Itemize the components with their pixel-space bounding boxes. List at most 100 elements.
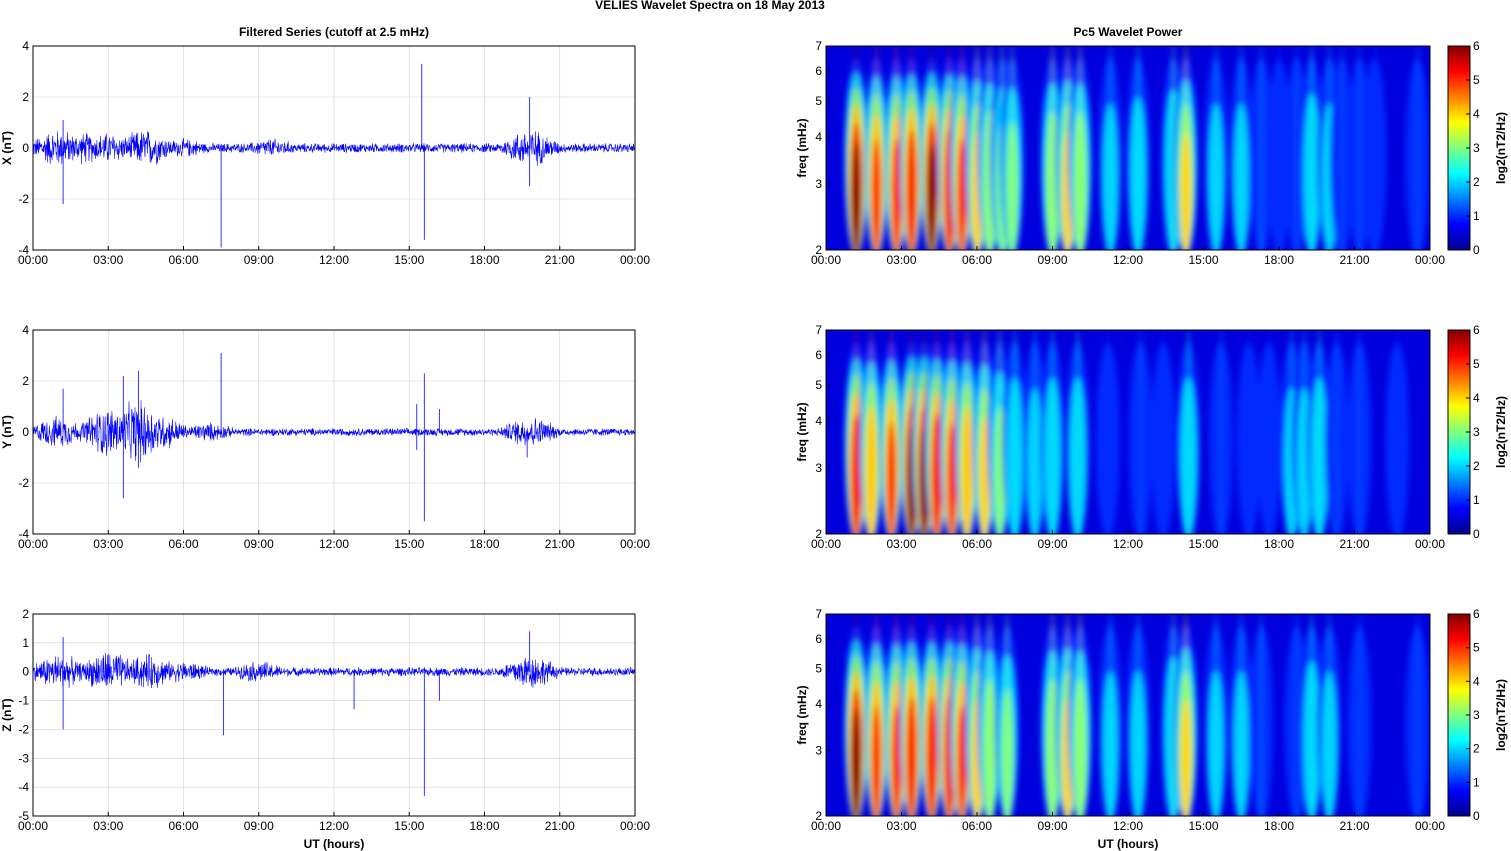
colorbar-tick-label: 3 xyxy=(1473,141,1480,155)
right-xtick-label: 18:00 xyxy=(1264,819,1294,833)
left-xtick-label: 00:00 xyxy=(18,537,48,551)
colorbar-tick-label: 3 xyxy=(1473,425,1480,439)
right-xtick-label: 00:00 xyxy=(811,537,841,551)
right-xtick-label: 12:00 xyxy=(1113,253,1143,267)
freq-tick-label: 5 xyxy=(815,378,822,392)
right-xtick-label: 21:00 xyxy=(1339,819,1369,833)
freq-tick-label: 3 xyxy=(815,744,822,758)
right-xtick-label: 12:00 xyxy=(1113,819,1143,833)
right-xtick-label: 18:00 xyxy=(1264,537,1294,551)
right-xtick-label: 00:00 xyxy=(1415,819,1445,833)
right-xtick-label: 06:00 xyxy=(962,253,992,267)
ytick-label: -2 xyxy=(18,476,29,490)
left-xtick-label: 00:00 xyxy=(620,819,650,833)
ytick-label: 0 xyxy=(22,141,29,155)
ytick-label: -4 xyxy=(18,527,29,541)
left-xtick-label: 09:00 xyxy=(244,537,274,551)
left-xtick-label: 18:00 xyxy=(469,253,499,267)
right-xtick-label: 21:00 xyxy=(1339,253,1369,267)
colorbar-tick-label: 4 xyxy=(1473,107,1480,121)
freq-tick-label: 6 xyxy=(815,632,822,646)
y-axis-label: Z (nT) xyxy=(0,698,14,731)
freq-tick-label: 6 xyxy=(815,64,822,78)
right-xtick-label: 06:00 xyxy=(962,537,992,551)
signal-trace xyxy=(32,400,636,463)
colorbar-label: log2(nT2/Hz) xyxy=(1494,396,1508,468)
left-xtick-label: 21:00 xyxy=(545,819,575,833)
right-xtick-label: 00:00 xyxy=(811,253,841,267)
ytick-label: 4 xyxy=(22,323,29,337)
right-xtick-label: 18:00 xyxy=(1264,253,1294,267)
right-xtick-label: 15:00 xyxy=(1188,253,1218,267)
right-xtick-label: 03:00 xyxy=(886,537,916,551)
freq-tick-label: 2 xyxy=(815,243,822,257)
left-xtick-label: 15:00 xyxy=(394,537,424,551)
left-xtick-label: 06:00 xyxy=(168,253,198,267)
ytick-label: 1 xyxy=(22,636,29,650)
colorbar-tick-label: 2 xyxy=(1473,742,1480,756)
left-xtick-label: 09:00 xyxy=(244,819,274,833)
right-xtick-label: 03:00 xyxy=(886,253,916,267)
left-xtick-label: 03:00 xyxy=(93,253,123,267)
freq-tick-label: 4 xyxy=(815,130,822,144)
left-xtick-label: 09:00 xyxy=(244,253,274,267)
freq-axis-label: freq (mHz) xyxy=(795,118,809,177)
colorbar-tick-label: 1 xyxy=(1473,775,1480,789)
left-xtick-label: 12:00 xyxy=(319,253,349,267)
ytick-label: -5 xyxy=(18,809,29,823)
left-xtick-label: 12:00 xyxy=(319,537,349,551)
ytick-label: -2 xyxy=(18,722,29,736)
left-xtick-label: 00:00 xyxy=(18,253,48,267)
left-xtick-label: 03:00 xyxy=(93,537,123,551)
ytick-label: -1 xyxy=(18,694,29,708)
colorbar-tick-label: 5 xyxy=(1473,641,1480,655)
ytick-label: 2 xyxy=(22,374,29,388)
freq-tick-label: 2 xyxy=(815,527,822,541)
left-xtick-label: 15:00 xyxy=(394,819,424,833)
colorbar-tick-label: 4 xyxy=(1473,391,1480,405)
colorbar-tick-label: 0 xyxy=(1473,243,1480,257)
colorbar-tick-label: 2 xyxy=(1473,175,1480,189)
right-xtick-label: 00:00 xyxy=(811,819,841,833)
colorbar-tick-label: 1 xyxy=(1473,493,1480,507)
colorbar-tick-label: 5 xyxy=(1473,73,1480,87)
left-xtick-label: 06:00 xyxy=(168,537,198,551)
ytick-label: 2 xyxy=(22,607,29,621)
left-xtick-label: 21:00 xyxy=(545,253,575,267)
freq-tick-label: 7 xyxy=(815,607,822,621)
right-xtick-label: 21:00 xyxy=(1339,537,1369,551)
ytick-label: -4 xyxy=(18,780,29,794)
left-xtick-label: 00:00 xyxy=(620,253,650,267)
colorbar-tick-label: 0 xyxy=(1473,527,1480,541)
heatmap-blobs xyxy=(844,330,1410,534)
right-xtick-label: 15:00 xyxy=(1188,819,1218,833)
ytick-label: -3 xyxy=(18,751,29,765)
right-xtick-label: 06:00 xyxy=(962,819,992,833)
right-xtick-label: 09:00 xyxy=(1037,253,1067,267)
heatmap-blobs xyxy=(844,614,1430,816)
x-axis-label-right: UT (hours) xyxy=(1098,837,1159,851)
ytick-label: 2 xyxy=(22,90,29,104)
freq-tick-label: 7 xyxy=(815,39,822,53)
colorbar-tick-label: 1 xyxy=(1473,209,1480,223)
freq-tick-label: 5 xyxy=(815,94,822,108)
freq-tick-label: 2 xyxy=(815,809,822,823)
ytick-label: -2 xyxy=(18,192,29,206)
freq-axis-label: freq (mHz) xyxy=(795,685,809,744)
left-xtick-label: 15:00 xyxy=(394,253,424,267)
y-axis-label: Y (nT) xyxy=(0,415,14,449)
left-xtick-label: 06:00 xyxy=(168,819,198,833)
ytick-label: 4 xyxy=(22,39,29,53)
colorbar-tick-label: 6 xyxy=(1473,323,1480,337)
freq-tick-label: 7 xyxy=(815,323,822,337)
left-xtick-label: 21:00 xyxy=(545,537,575,551)
left-xtick-label: 12:00 xyxy=(319,819,349,833)
figure-title: VELIES Wavelet Spectra on 18 May 2013 xyxy=(595,0,825,12)
freq-tick-label: 5 xyxy=(815,661,822,675)
ytick-label: -4 xyxy=(18,243,29,257)
colorbar-label: log2(nT2/Hz) xyxy=(1494,679,1508,751)
colorbar-tick-label: 4 xyxy=(1473,674,1480,688)
freq-tick-label: 4 xyxy=(815,697,822,711)
freq-axis-label: freq (mHz) xyxy=(795,402,809,461)
